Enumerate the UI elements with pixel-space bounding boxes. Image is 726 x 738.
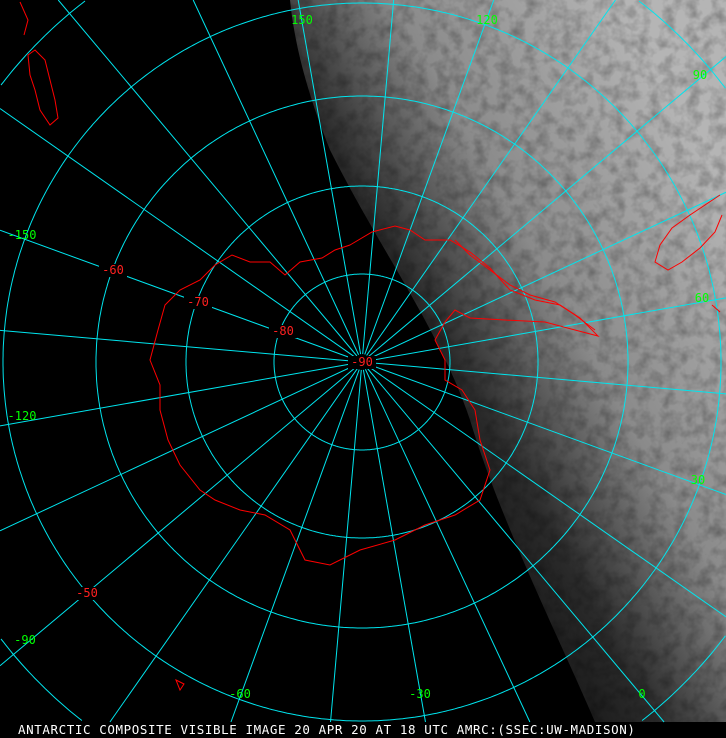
meridian-line bbox=[364, 369, 531, 723]
latitude-circle bbox=[185, 185, 539, 539]
meridian-line bbox=[0, 362, 355, 427]
meridian-line bbox=[369, 297, 726, 362]
meridian-line bbox=[109, 368, 358, 723]
latitude-circle bbox=[2, 2, 722, 722]
meridian-line bbox=[369, 362, 726, 395]
coastlines bbox=[19, 1, 723, 692]
latitude-label: -90 bbox=[351, 355, 373, 369]
meridian-line bbox=[0, 229, 355, 360]
image-caption: ANTARCTIC COMPOSITE VISIBLE IMAGE 20 APR… bbox=[18, 722, 636, 737]
south-georgia bbox=[711, 304, 721, 313]
longitude-label: -120 bbox=[8, 409, 37, 423]
longitude-label: 90 bbox=[693, 68, 707, 82]
latitude-label: -70 bbox=[187, 295, 209, 309]
longitude-label: -150 bbox=[8, 228, 37, 242]
antarctica-coastline bbox=[149, 225, 600, 566]
longitude-label: 30 bbox=[691, 473, 705, 487]
peninsula-coastline bbox=[454, 239, 596, 331]
longitude-label: -90 bbox=[14, 633, 36, 647]
meridian-line bbox=[366, 0, 616, 356]
meridian-line bbox=[367, 56, 726, 358]
meridian-line bbox=[0, 366, 357, 667]
latitude-circle bbox=[95, 95, 629, 629]
island-1 bbox=[175, 678, 185, 692]
meridian-line bbox=[0, 329, 355, 362]
meridian-line bbox=[0, 364, 355, 532]
meridian-line bbox=[57, 0, 358, 357]
meridian-line bbox=[368, 366, 726, 618]
graticule bbox=[0, 0, 726, 723]
meridian-line bbox=[330, 369, 362, 723]
meridian-line bbox=[297, 0, 362, 355]
grid-labels: 150 120 90 60 30 0 -30 -60 -90 -120 -150 -90 -80 -70 -… bbox=[8, 13, 710, 701]
meridian-line bbox=[230, 369, 360, 723]
longitude-label: 150 bbox=[291, 13, 313, 27]
latitude-label: -50 bbox=[76, 586, 98, 600]
meridian-line bbox=[364, 0, 495, 355]
latitude-label: -60 bbox=[102, 263, 124, 277]
meridian-line bbox=[369, 364, 726, 495]
meridian-line bbox=[362, 0, 395, 355]
south-america-coastline bbox=[654, 194, 723, 271]
longitude-label: -60 bbox=[229, 687, 251, 701]
daylight-cloud-imagery bbox=[290, 0, 726, 722]
meridian-line bbox=[0, 108, 356, 358]
latitude-label: -80 bbox=[272, 324, 294, 338]
longitude-label: 60 bbox=[695, 291, 709, 305]
meridian-line bbox=[366, 367, 665, 723]
meridian-line bbox=[192, 0, 360, 355]
latitude-circle bbox=[273, 273, 451, 451]
longitude-label: 120 bbox=[476, 13, 498, 27]
longitude-label: 0 bbox=[638, 687, 645, 701]
new-zealand-coastline bbox=[19, 1, 59, 126]
meridian-line bbox=[369, 191, 726, 360]
latitude-circle bbox=[0, 0, 726, 721]
meridian-line bbox=[362, 369, 426, 723]
longitude-label: -30 bbox=[409, 687, 431, 701]
